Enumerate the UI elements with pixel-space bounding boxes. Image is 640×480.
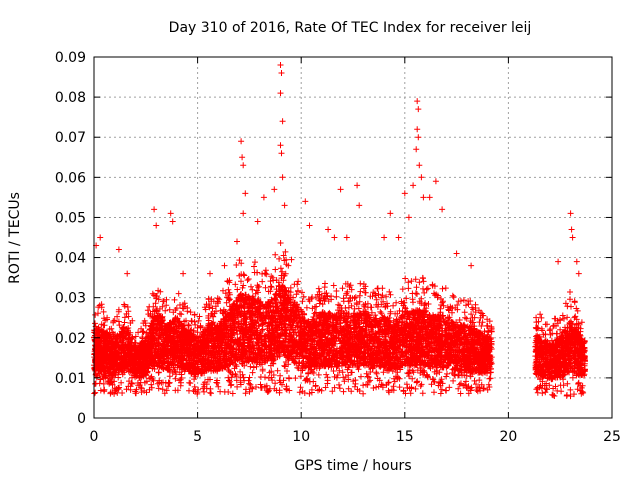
scatter-point — [416, 162, 423, 169]
chart-title: Day 310 of 2016, Rate Of TEC Index for r… — [169, 20, 532, 36]
axis-ticks — [93, 56, 613, 419]
scatter-point — [239, 154, 246, 161]
scatter-point — [573, 258, 580, 265]
y-tick-label: 0.01 — [55, 371, 86, 387]
scatter-point — [278, 150, 285, 157]
scatter-point — [277, 142, 284, 149]
scatter-point — [337, 186, 344, 193]
scatter-point — [569, 234, 576, 241]
scatter-point — [279, 118, 286, 125]
scatter-point — [306, 222, 313, 229]
scatter-point — [153, 222, 160, 229]
scatter-point — [415, 106, 422, 113]
scatter-point — [331, 234, 338, 241]
scatter-point — [453, 250, 460, 257]
y-tick-label: 0.07 — [55, 130, 86, 146]
x-tick-labels: 0 5 10 15 20 25 — [90, 429, 621, 445]
y-tick-labels: 0 0.01 0.02 0.03 0.04 0.05 0.06 0.07 0.08 0.09 — [55, 50, 86, 427]
scatter-cloud-segment-0 — [91, 240, 495, 397]
scatter-point — [420, 194, 427, 201]
scatter-point — [354, 182, 361, 189]
x-tick-label: 15 — [396, 429, 414, 445]
scatter-point — [281, 202, 288, 209]
y-axis-label: ROTI / TECUs — [7, 192, 23, 284]
scatter-point — [381, 234, 388, 241]
y-tick-label: 0.03 — [55, 291, 86, 307]
x-tick-label: 20 — [499, 429, 517, 445]
scatter-cloud-segment-1 — [532, 289, 588, 400]
scatter-point — [180, 270, 187, 277]
scatter-point — [124, 270, 131, 277]
scatter-point — [254, 218, 261, 225]
scatter-point — [414, 126, 421, 133]
scatter-point — [343, 234, 350, 241]
scatter-point — [405, 214, 412, 221]
plot-frame — [93, 56, 613, 419]
scatter-point — [238, 138, 245, 145]
x-tick-label: 25 — [603, 429, 621, 445]
scatter-point — [240, 162, 247, 169]
y-tick-label: 0.05 — [55, 210, 86, 226]
scatter-point — [151, 206, 158, 213]
scatter-point — [277, 90, 284, 97]
scatter-point — [401, 190, 408, 197]
scatter-point — [410, 182, 417, 189]
scatter-point — [555, 258, 562, 265]
x-tick-label: 5 — [193, 429, 202, 445]
scatter-point — [240, 210, 247, 217]
scatter-point — [575, 270, 582, 277]
y-tick-label: 0 — [77, 411, 86, 427]
scatter-point — [167, 210, 174, 217]
scatter-point — [260, 194, 267, 201]
scatter-point — [356, 202, 363, 209]
y-tick-label: 0.02 — [55, 331, 86, 347]
y-tick-label: 0.04 — [55, 251, 86, 267]
scatter-point — [302, 198, 309, 205]
scatter-point — [234, 238, 240, 245]
scatter-point — [387, 210, 394, 217]
scatter-point — [169, 218, 176, 225]
x-tick-label: 10 — [292, 429, 310, 445]
scatter-point — [426, 194, 433, 201]
scatter-point — [325, 226, 332, 233]
scatter-point — [414, 98, 421, 105]
y-tick-label: 0.08 — [55, 90, 86, 106]
y-tick-label: 0.06 — [55, 170, 86, 186]
y-tick-label: 0.09 — [55, 50, 86, 66]
x-tick-label: 0 — [90, 429, 99, 445]
scatter-point — [415, 134, 422, 141]
scatter-point — [221, 262, 228, 269]
scatter-point — [279, 174, 286, 181]
scatter-point — [115, 246, 122, 253]
scatter-point — [567, 210, 574, 217]
scatter-point — [439, 206, 446, 213]
scatter-point — [432, 178, 439, 185]
scatter-point — [568, 226, 575, 233]
scatter-point — [413, 146, 420, 153]
scatter-point — [395, 234, 402, 241]
scatter-point — [278, 70, 285, 76]
scatter-points — [91, 62, 588, 400]
scatter-point — [468, 262, 475, 269]
scatter-point — [97, 234, 104, 241]
scatter-point — [277, 62, 284, 68]
x-axis-label: GPS time / hours — [294, 458, 411, 474]
scatter-point — [418, 174, 425, 181]
scatter-point — [242, 190, 249, 197]
scatter-point — [271, 186, 278, 193]
scatter-point — [207, 270, 213, 277]
